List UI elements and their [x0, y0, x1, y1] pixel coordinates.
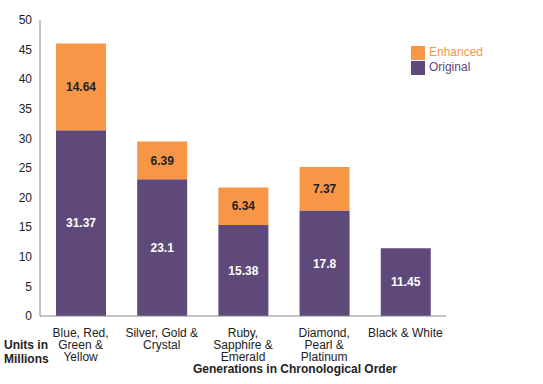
html-text:Original: Original: [429, 59, 471, 74]
svg-text:Diamond,Pearl &Platinum: Diamond,Pearl &Platinum: [298, 326, 349, 364]
html-text:Units in Millions: Units in Millions: [4, 338, 49, 366]
svg-text:Silver, Gold &Crystal: Silver, Gold &Crystal: [125, 326, 198, 352]
svg-text:35: 35: [19, 102, 33, 116]
svg-text:45: 45: [19, 43, 33, 57]
svg-text:6.39: 6.39: [151, 154, 175, 168]
svg-text:5: 5: [25, 280, 32, 294]
svg-text:31.37: 31.37: [66, 216, 96, 230]
svg-text:20: 20: [19, 191, 33, 205]
svg-text:11.45: 11.45: [391, 275, 421, 289]
svg-text:0: 0: [25, 309, 32, 323]
svg-text:7.37: 7.37: [313, 182, 337, 196]
svg-text:Ruby,Sapphire &Emerald: Ruby,Sapphire &Emerald: [213, 326, 272, 364]
svg-text:17.8: 17.8: [313, 257, 337, 271]
svg-text:15.38: 15.38: [228, 264, 258, 278]
svg-text:10: 10: [19, 250, 33, 264]
svg-text:23.1: 23.1: [151, 241, 175, 255]
svg-text:6.34: 6.34: [232, 199, 256, 213]
html-text:Enhanced: Enhanced: [429, 45, 483, 59]
svg-text:15: 15: [19, 220, 33, 234]
svg-text:30: 30: [19, 132, 33, 146]
svg-text:Black & White: Black & White: [368, 326, 443, 340]
html-text:Generations in Chronological O: Generations in Chronological Order: [193, 362, 397, 376]
svg-text:14.64: 14.64: [66, 80, 96, 94]
svg-text:40: 40: [19, 72, 33, 86]
svg-text:Blue, Red,Green &Yellow: Blue, Red,Green &Yellow: [53, 326, 109, 364]
svg-text:25: 25: [19, 161, 33, 175]
svg-text:50: 50: [19, 13, 33, 27]
